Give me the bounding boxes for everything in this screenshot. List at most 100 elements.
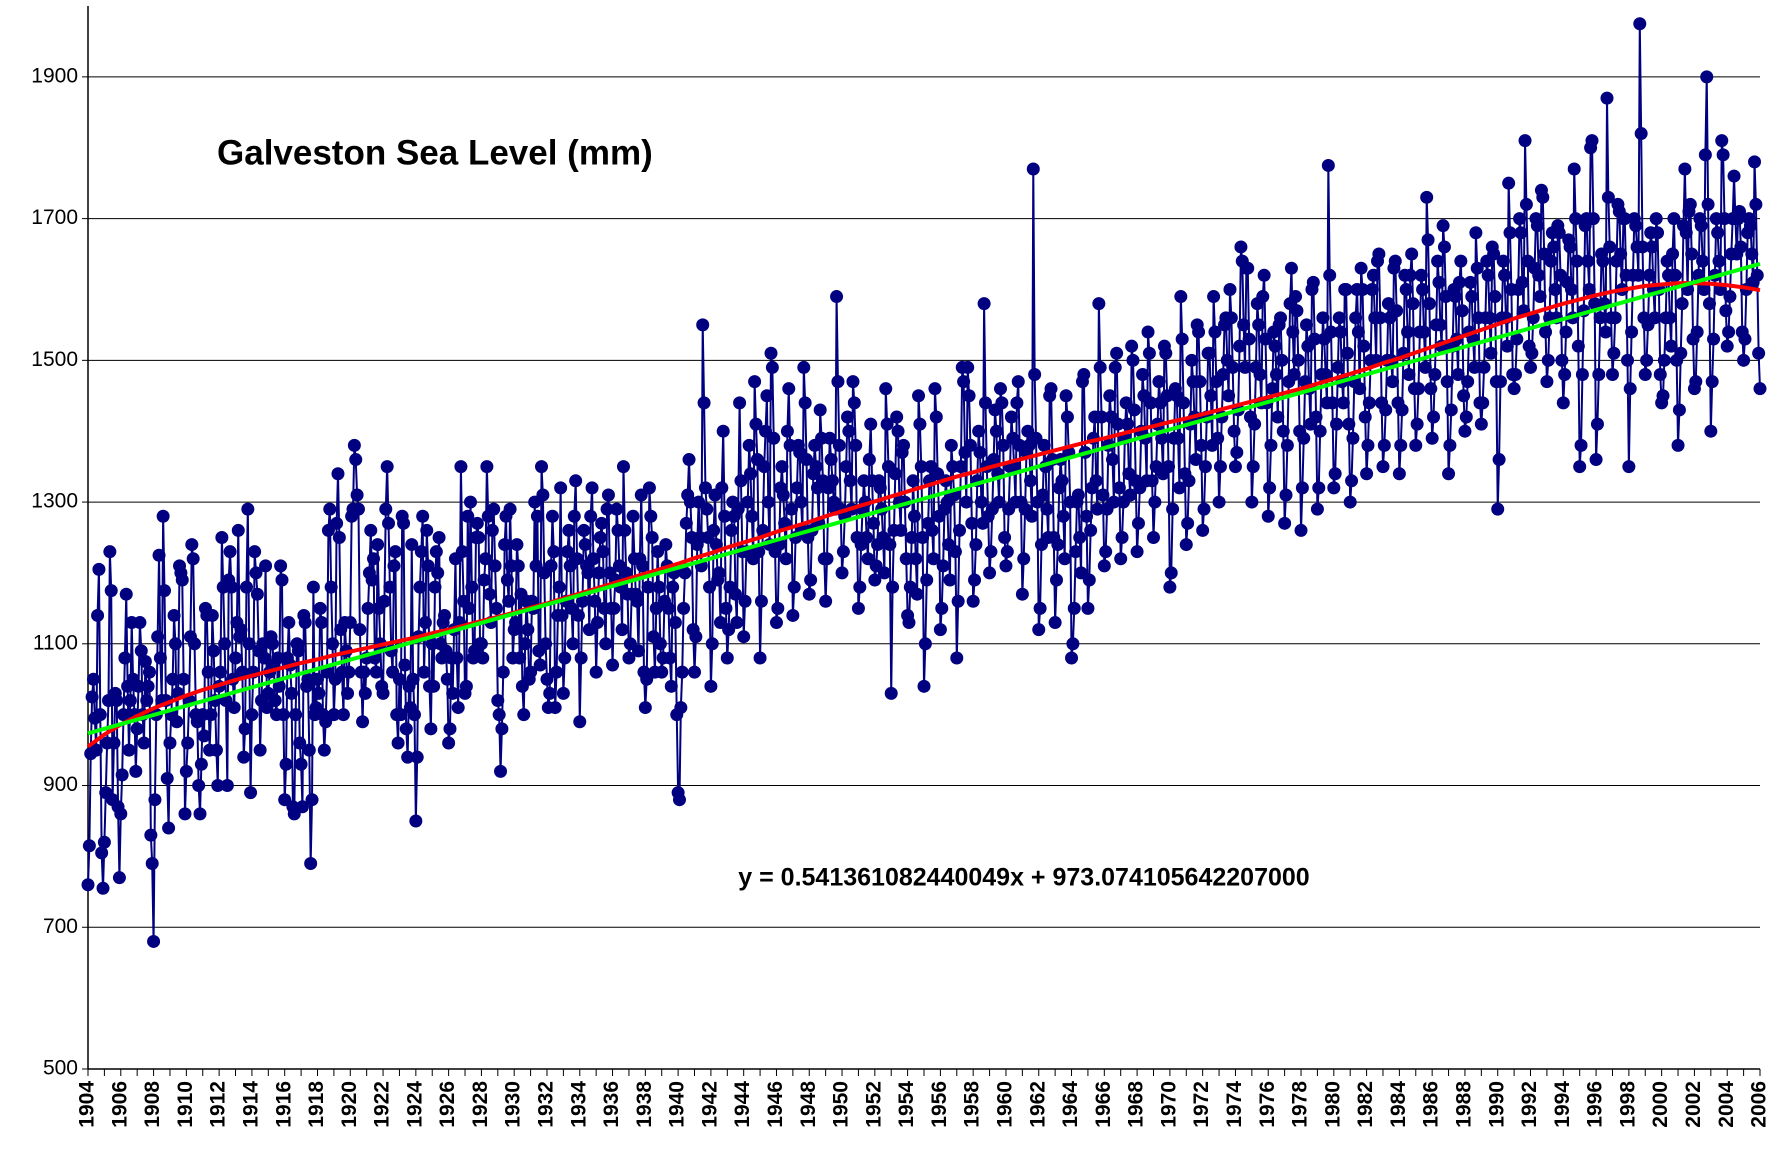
data-point xyxy=(1096,488,1110,502)
data-point xyxy=(1263,481,1277,495)
x-tick-label: 2002 xyxy=(1682,1081,1705,1128)
x-tick-label: 1910 xyxy=(174,1081,197,1128)
x-tick-label: 1990 xyxy=(1485,1081,1508,1128)
data-point xyxy=(1073,531,1087,544)
data-point xyxy=(906,474,920,488)
data-point xyxy=(1631,268,1645,282)
data-point xyxy=(589,665,603,679)
data-point xyxy=(461,509,475,523)
data-point xyxy=(1402,368,1416,382)
data-point xyxy=(1339,282,1353,296)
data-point xyxy=(963,438,977,452)
data-point xyxy=(223,545,237,559)
data-point xyxy=(944,438,958,452)
data-point xyxy=(545,509,559,523)
data-point xyxy=(1309,410,1323,424)
data-point xyxy=(784,502,798,516)
data-point xyxy=(780,424,794,438)
data-point xyxy=(1148,495,1162,509)
x-tick-label: 1970 xyxy=(1157,1081,1180,1128)
data-point xyxy=(209,743,223,757)
data-point xyxy=(1436,219,1450,233)
data-point xyxy=(1428,368,1442,382)
data-point xyxy=(830,290,844,304)
data-point xyxy=(1373,311,1387,325)
data-point xyxy=(929,410,943,424)
data-point xyxy=(1525,346,1539,360)
x-tick-label: 1964 xyxy=(1059,1081,1082,1128)
data-point xyxy=(294,757,308,771)
data-point xyxy=(562,523,576,537)
data-point xyxy=(117,708,131,722)
data-point xyxy=(1623,382,1637,396)
data-point xyxy=(500,573,514,587)
data-point xyxy=(387,559,401,573)
data-point xyxy=(123,693,137,707)
data-point xyxy=(697,396,711,410)
data-point xyxy=(1216,368,1230,382)
data-point xyxy=(547,545,561,559)
data-point xyxy=(1738,332,1752,346)
data-point xyxy=(846,375,860,389)
data-point xyxy=(902,616,916,630)
y-tick-label: 900 xyxy=(43,773,78,796)
x-tick-label: 1920 xyxy=(338,1081,361,1128)
data-point xyxy=(1455,304,1469,318)
data-point xyxy=(1605,368,1619,382)
data-point xyxy=(1704,424,1718,438)
data-point xyxy=(1284,261,1298,275)
data-point xyxy=(463,495,477,509)
data-point xyxy=(177,672,191,686)
data-point xyxy=(987,453,1001,467)
data-point xyxy=(607,601,621,615)
data-point xyxy=(581,566,595,580)
data-point xyxy=(1672,403,1686,417)
data-point xyxy=(1103,389,1117,403)
data-point xyxy=(1409,438,1423,452)
data-point xyxy=(1246,460,1260,474)
data-point xyxy=(304,856,318,870)
data-point xyxy=(1162,460,1176,474)
data-point xyxy=(786,608,800,622)
data-point xyxy=(853,580,867,594)
data-point xyxy=(323,502,337,516)
data-point xyxy=(1253,368,1267,382)
data-point xyxy=(1515,275,1529,289)
data-point xyxy=(1571,339,1585,353)
data-point xyxy=(927,552,941,566)
data-point xyxy=(1112,481,1126,495)
data-point xyxy=(577,523,591,537)
data-point xyxy=(1084,523,1098,537)
data-point xyxy=(978,396,992,410)
data-point xyxy=(1437,240,1451,254)
data-point xyxy=(1444,403,1458,417)
data-point xyxy=(1636,240,1650,254)
data-point xyxy=(1080,509,1094,523)
data-point xyxy=(1290,304,1304,318)
data-point xyxy=(804,573,818,587)
data-point xyxy=(972,424,986,438)
data-point xyxy=(715,481,729,495)
data-point xyxy=(1366,268,1380,282)
data-point xyxy=(245,708,259,722)
data-point xyxy=(1226,360,1240,374)
data-point xyxy=(993,382,1007,396)
data-point xyxy=(91,608,105,622)
data-point xyxy=(771,601,785,615)
data-point xyxy=(588,594,602,608)
data-point xyxy=(1360,467,1374,481)
data-point xyxy=(535,460,549,474)
data-point xyxy=(1465,290,1479,304)
data-point xyxy=(716,424,730,438)
data-point xyxy=(1177,396,1191,410)
data-point xyxy=(899,552,913,566)
data-point xyxy=(730,616,744,630)
data-point xyxy=(383,580,397,594)
data-point xyxy=(1295,481,1309,495)
data-point xyxy=(1279,488,1293,502)
data-point xyxy=(81,878,95,892)
data-point xyxy=(1095,410,1109,424)
data-point xyxy=(794,495,808,509)
data-point xyxy=(1152,375,1166,389)
data-point xyxy=(114,807,128,821)
